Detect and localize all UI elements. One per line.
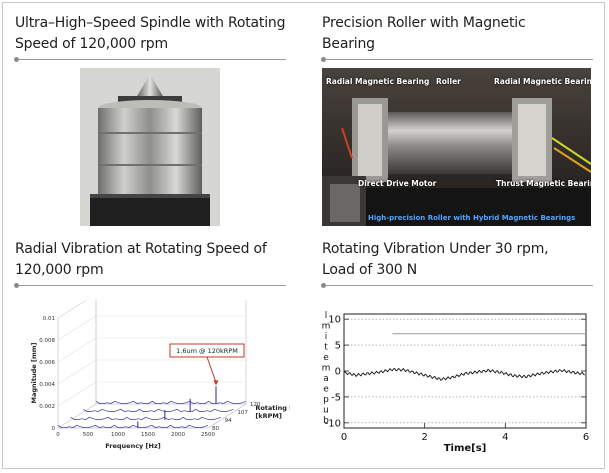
y-gridline bbox=[57, 300, 88, 319]
series-line-107 bbox=[83, 408, 234, 412]
y-tick-label: 0.008 bbox=[39, 338, 55, 344]
x-tick-label: 6 bbox=[583, 432, 589, 443]
y-axis-label: Magnitude [mm] bbox=[30, 343, 38, 404]
y-tick-label: 0.004 bbox=[39, 382, 55, 388]
x-tick-label: 2500 bbox=[201, 432, 215, 438]
roller-divider bbox=[321, 57, 593, 62]
rotating-vibration-title-line1: Rotating Vibration Under 30 rpm, bbox=[322, 241, 549, 257]
spindle-title-line2: Speed of 120,000 rpm bbox=[15, 36, 168, 52]
y-axis-label-char: m bbox=[322, 364, 331, 374]
roller-label-motor: Direct Drive Motor bbox=[358, 179, 437, 188]
rotating-vibration-divider bbox=[321, 283, 593, 288]
roller-illustration bbox=[322, 68, 591, 226]
roller-label-radial-left: Radial Magnetic Bearing bbox=[326, 77, 430, 86]
y-tick-label: -10 bbox=[325, 418, 341, 429]
y-tick-label: 0 bbox=[335, 367, 341, 378]
x-tick-label: 500 bbox=[83, 432, 94, 438]
y-gridline bbox=[57, 381, 97, 407]
radial-vibration-divider bbox=[14, 283, 286, 288]
z-tick-label: 120 bbox=[250, 402, 261, 408]
x-tick-label: 2000 bbox=[171, 432, 185, 438]
annotation-text: 1.6um @ 120kRPM bbox=[176, 347, 238, 355]
spindle-illustration bbox=[80, 68, 220, 226]
spindle-divider bbox=[14, 57, 286, 62]
z-tick-label: 107 bbox=[237, 410, 248, 416]
x-tick-label: 4 bbox=[502, 432, 508, 443]
annotation-arrowhead bbox=[213, 380, 219, 386]
y-axis-label-char: b bbox=[323, 416, 329, 426]
radial-vibration-chart: 0 0.002 0.004 0.006 0.008 0.01 0 500 1000 1500 200… bbox=[30, 300, 290, 450]
y-tick-label: 10 bbox=[328, 315, 341, 326]
series-line-94 bbox=[70, 416, 221, 420]
y-axis-label-char: i bbox=[325, 332, 328, 342]
spindle-panel: Ultra–High–Speed Spindle with Rotating S… bbox=[15, 13, 300, 55]
radial-vibration-panel: Radial Vibration at Rotating Speed of 12… bbox=[15, 239, 300, 281]
roller-title-line2: Bearing bbox=[322, 36, 375, 52]
series-line-120 bbox=[95, 400, 247, 404]
vibration-signal-line bbox=[343, 367, 586, 381]
spindle-title-line1: Ultra–High–Speed Spindle with Rotating bbox=[15, 15, 286, 31]
y-tick-label: 5 bbox=[335, 341, 341, 352]
y-axis-label-char: e bbox=[323, 385, 329, 395]
y-axis-label-char: p bbox=[323, 395, 329, 405]
x-axis-label: Frequency [Hz] bbox=[105, 442, 161, 450]
y-gridline bbox=[57, 359, 97, 385]
radial-vibration-title-line2: 120,000 rpm bbox=[15, 262, 104, 278]
floor bbox=[56, 403, 248, 429]
roller-photo: Radial Magnetic Bearing Roller Radial Ma… bbox=[322, 68, 591, 226]
x-tick-label: 1000 bbox=[111, 432, 125, 438]
roller-title-line1: Precision Roller with Magnetic bbox=[322, 15, 526, 31]
x-axis-label: Time[s] bbox=[444, 443, 487, 452]
radial-vibration-title-line1: Radial Vibration at Rotating Speed of bbox=[15, 241, 267, 257]
y-axis-label-char: a bbox=[323, 374, 329, 384]
annotation-arrow bbox=[206, 356, 217, 383]
side-wall bbox=[57, 300, 97, 429]
y-tick-label: 0.006 bbox=[39, 360, 55, 366]
rotating-vibration-title-line2: Load of 300 N bbox=[322, 262, 418, 278]
y-gridline bbox=[57, 403, 97, 429]
rotating-vibration-panel: Rotating Vibration Under 30 rpm, Load of… bbox=[322, 239, 592, 281]
roller-panel: Precision Roller with Magnetic Bearing bbox=[322, 13, 592, 55]
y-axis-label-char: e bbox=[323, 353, 329, 363]
z-tick-label: 94 bbox=[225, 418, 232, 424]
y-tick-label: 0.002 bbox=[39, 404, 55, 410]
x-tick-label: 2 bbox=[421, 432, 427, 443]
z-axis-label-line1: Rotating Speed bbox=[255, 404, 290, 412]
z-axis-label-line2: [kRPM] bbox=[255, 412, 282, 420]
series-line-80 bbox=[57, 424, 209, 428]
y-axis-label-char: m bbox=[322, 322, 331, 332]
roller-photo-caption: High-precision Roller with Hybrid Magnet… bbox=[368, 214, 576, 222]
y-tick-label: 0.01 bbox=[43, 316, 55, 322]
spindle-photo bbox=[80, 68, 220, 226]
y-gridline bbox=[57, 315, 97, 341]
y-axis-label-char: t bbox=[324, 343, 328, 353]
y-tick-label: -5 bbox=[331, 392, 341, 403]
roller-label-radial-right: Radial Magnetic Bearing bbox=[494, 77, 591, 86]
y-tick-label: 0 bbox=[52, 426, 56, 432]
z-tick-label: 80 bbox=[212, 426, 219, 432]
x-tick-label: 0 bbox=[341, 432, 347, 443]
y-axis-label-char: l bbox=[325, 311, 328, 321]
roller-label-thrust: Thrust Magnetic Bearing bbox=[496, 179, 591, 188]
x-tick-label: 1500 bbox=[141, 432, 155, 438]
y-gridline bbox=[57, 337, 97, 363]
page-frame bbox=[2, 2, 605, 469]
y-axis-label-char: u bbox=[323, 406, 329, 416]
x-tick-label: 0 bbox=[56, 432, 60, 438]
roller-label-roller: Roller bbox=[436, 77, 461, 86]
